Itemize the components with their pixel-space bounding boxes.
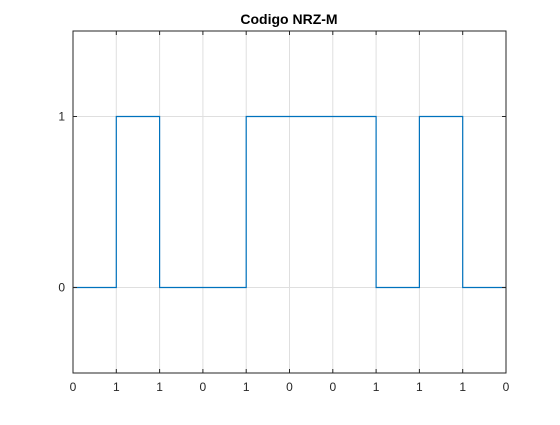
chart-title: Codigo NRZ-M [240,11,337,27]
x-tick-label: 1 [243,380,250,394]
grid-lines [72,31,507,373]
y-axis: 01 [58,110,506,295]
x-tick-label: 0 [286,380,293,394]
x-tick-label: 0 [200,380,207,394]
x-tick-label: 0 [503,380,510,394]
x-tick-label: 1 [459,380,466,394]
series-line [73,115,506,289]
y-tick-label: 1 [58,110,65,124]
x-tick-label: 1 [156,380,163,394]
x-tick-label: 0 [329,380,336,394]
x-tick-label: 1 [416,380,423,394]
x-axis: 0 1 1 0 1 0 0 1 1 1 0 [70,31,510,394]
x-tick-label: 1 [113,380,120,394]
y-tick-label: 0 [58,281,65,295]
x-tick-label: 1 [373,380,380,394]
x-tick-label: 0 [70,380,77,394]
plot-series [73,115,506,289]
